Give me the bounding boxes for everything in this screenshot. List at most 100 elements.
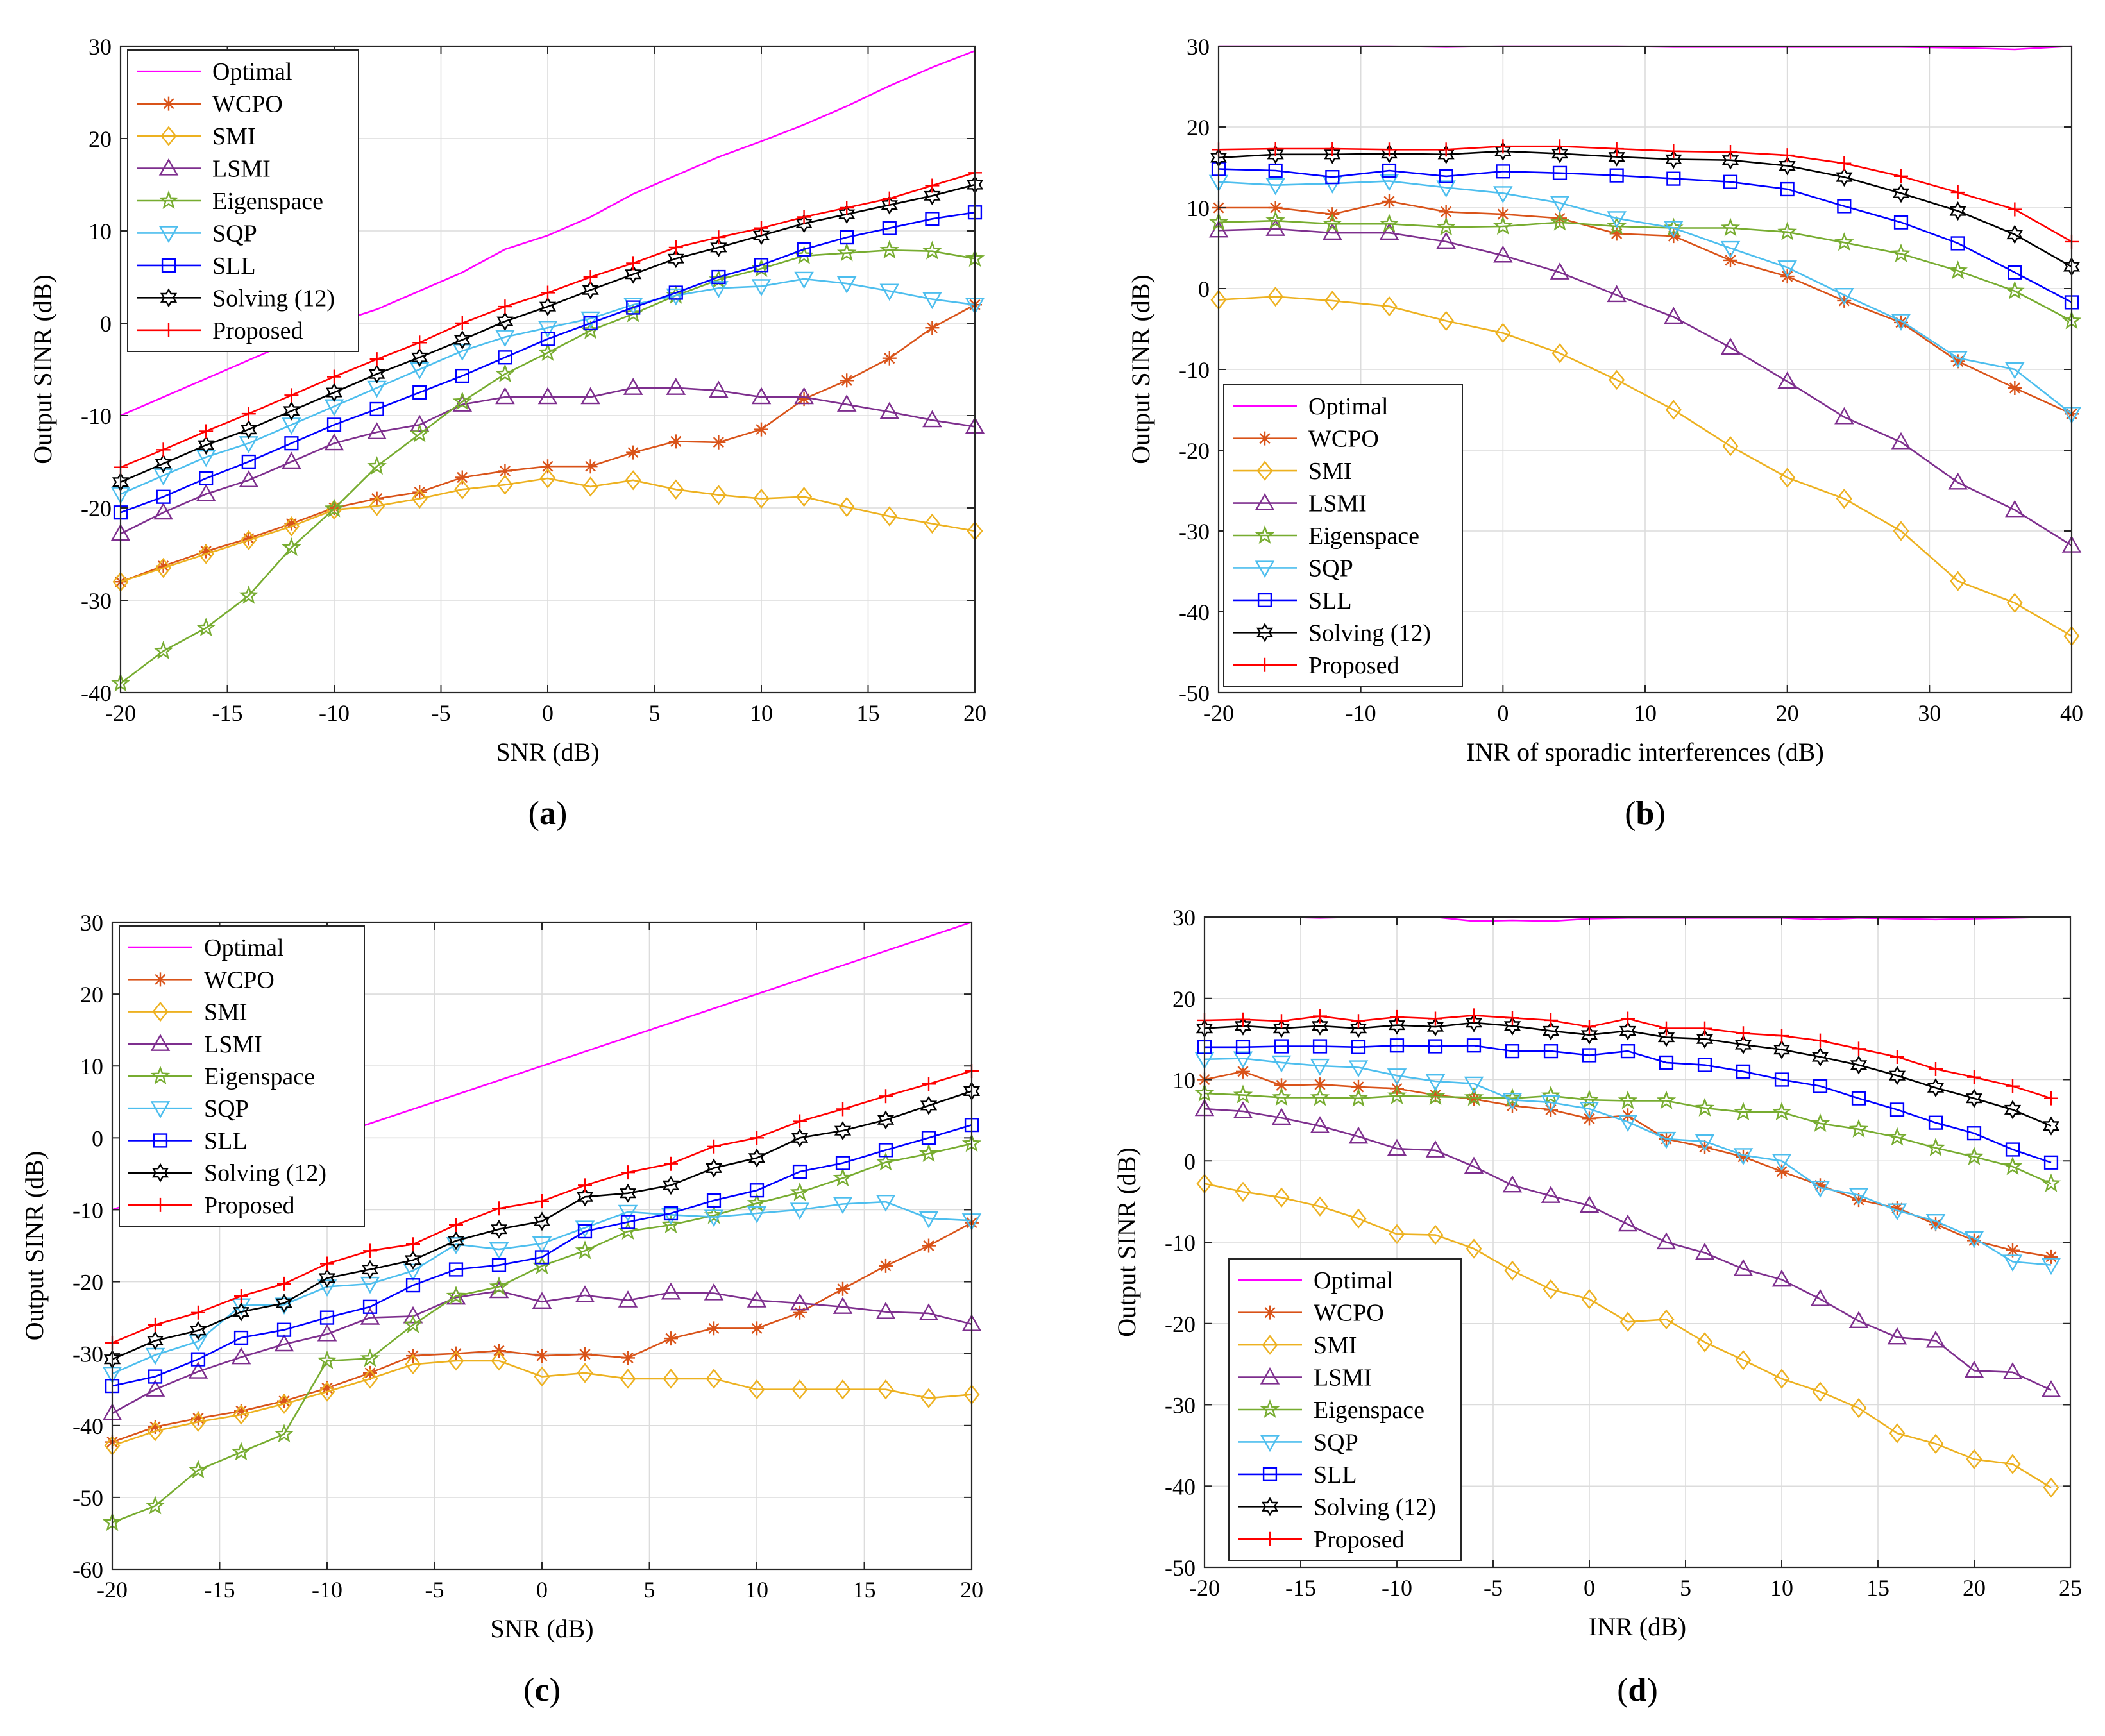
data-point — [1438, 310, 1455, 332]
data-point — [363, 1243, 377, 1258]
data-point — [1834, 287, 1854, 305]
data-point — [1379, 223, 1399, 240]
x-axis-label: INR (dB) — [1589, 1612, 1686, 1641]
data-point — [877, 1110, 895, 1130]
data-point — [668, 479, 684, 500]
x-tick-label: 10 — [1634, 700, 1657, 726]
data-point — [1311, 1016, 1329, 1036]
panel-caption: (d) — [1617, 1672, 1658, 1708]
data-point — [1848, 1188, 1869, 1206]
x-tick-label: 5 — [649, 700, 661, 726]
data-point — [2005, 362, 2025, 380]
y-axis-label: Output SINR (dB) — [1112, 1147, 1141, 1337]
data-point — [318, 1268, 336, 1288]
data-point — [362, 1369, 378, 1389]
data-point — [2005, 1142, 2020, 1157]
data-point — [705, 1158, 723, 1178]
legend-entry: Optimal — [128, 934, 284, 961]
data-point — [155, 453, 172, 473]
data-point — [405, 1354, 421, 1375]
legend-entry: Optimal — [137, 58, 292, 85]
legend-marker — [158, 158, 179, 176]
series-sll — [1211, 162, 2079, 310]
data-point — [1834, 232, 1854, 251]
y-tick-label: -60 — [72, 1557, 103, 1583]
data-point — [578, 1178, 592, 1193]
legend-label: Eigenspace — [1314, 1397, 1424, 1424]
data-point — [1582, 1020, 1596, 1034]
data-point — [753, 488, 770, 509]
data-point — [922, 240, 942, 260]
y-tick-label: -40 — [72, 1413, 103, 1439]
legend-marker — [1257, 593, 1272, 607]
data-point — [1553, 139, 1567, 154]
data-point — [1666, 171, 1681, 186]
data-point — [241, 454, 256, 469]
y-axis-label: Output SINR (dB) — [20, 1151, 49, 1341]
data-point — [922, 1077, 936, 1091]
data-point — [710, 237, 727, 257]
series-line — [1204, 1108, 2052, 1391]
data-point — [412, 485, 427, 500]
data-point — [325, 383, 343, 402]
series-line — [120, 249, 976, 684]
data-point — [748, 1148, 766, 1168]
series-line — [112, 1090, 972, 1360]
legend-entry: SLL — [137, 253, 256, 280]
legend-entry: SLL — [1238, 1462, 1357, 1488]
data-point — [1503, 1016, 1521, 1036]
legend-marker — [1260, 1435, 1280, 1453]
data-point — [707, 1321, 721, 1336]
legend-entry: SQP — [1233, 555, 1353, 582]
data-point — [495, 364, 515, 383]
data-point — [1774, 1072, 1789, 1087]
data-point — [199, 471, 214, 486]
legend-marker — [158, 226, 179, 244]
data-point — [403, 1263, 423, 1281]
data-point — [448, 1262, 464, 1277]
legend-entry: SQP — [1238, 1429, 1358, 1456]
data-point — [835, 1156, 850, 1170]
data-point — [1813, 1033, 1827, 1048]
series-solving-12- — [1210, 141, 2081, 276]
data-point — [922, 1238, 936, 1253]
x-tick-label: 0 — [1584, 1575, 1595, 1601]
legend-marker — [1260, 1399, 1280, 1418]
data-point — [535, 1349, 549, 1363]
y-tick-label: -20 — [1165, 1311, 1196, 1337]
y-tick-label: 30 — [80, 910, 103, 936]
data-point — [1723, 145, 1737, 160]
legend-marker — [1263, 1305, 1277, 1320]
data-point — [754, 221, 768, 235]
data-point — [198, 544, 214, 564]
data-point — [1927, 1433, 1944, 1454]
y-tick-label: 20 — [80, 982, 103, 1007]
data-point — [1502, 1093, 1523, 1110]
data-point — [1428, 1011, 1442, 1026]
y-tick-label: 30 — [89, 34, 112, 60]
data-point — [661, 1214, 681, 1233]
data-point — [1890, 1201, 1904, 1215]
data-point — [1313, 1077, 1327, 1092]
data-point — [875, 1302, 896, 1319]
data-point — [489, 1276, 509, 1295]
data-point — [1607, 285, 1627, 303]
legend-entry: Optimal — [1233, 393, 1389, 420]
data-point — [1581, 1289, 1598, 1310]
data-point — [1656, 1232, 1677, 1250]
legend-label: SLL — [212, 253, 256, 280]
series-lsmi — [1194, 1099, 2061, 1397]
data-point — [498, 464, 512, 478]
series-line — [1219, 200, 2072, 415]
data-point — [404, 1250, 422, 1270]
data-point — [326, 417, 342, 432]
legend-entry: SMI — [1233, 458, 1352, 485]
legend-label: LSMI — [204, 1031, 262, 1058]
data-point — [1696, 1332, 1713, 1353]
data-point — [791, 1379, 808, 1400]
data-point — [1310, 1087, 1330, 1106]
data-point — [791, 1128, 809, 1148]
legend-entry: WCPO — [137, 91, 283, 118]
data-point — [1850, 1397, 1867, 1419]
data-point — [750, 1321, 764, 1336]
